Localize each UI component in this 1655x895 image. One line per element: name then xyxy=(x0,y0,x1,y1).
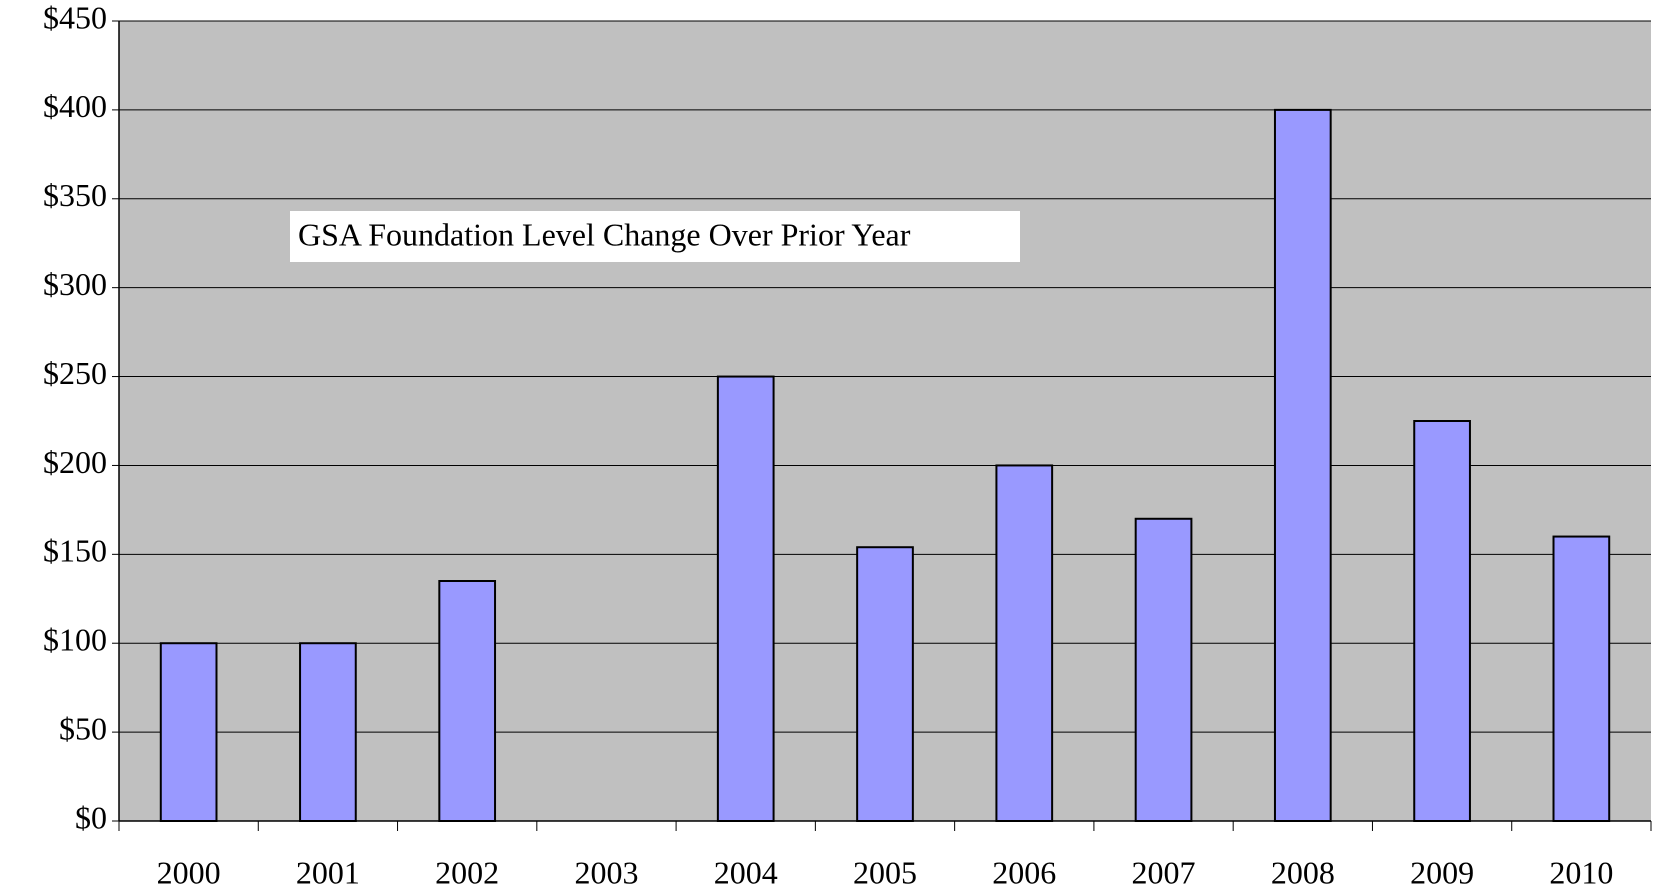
y-tick-label: $50 xyxy=(59,710,107,746)
x-tick-label: 2008 xyxy=(1271,854,1335,890)
bar xyxy=(1552,535,1611,822)
bar xyxy=(856,546,914,822)
bar xyxy=(995,464,1054,822)
y-tick-label: $300 xyxy=(43,266,107,302)
y-tick-label: $250 xyxy=(43,355,107,391)
bar xyxy=(716,375,775,822)
bar xyxy=(159,642,218,822)
y-tick-label: $450 xyxy=(43,0,107,35)
y-tick-label: $200 xyxy=(43,444,107,480)
y-tick-label: $350 xyxy=(43,177,107,213)
bar xyxy=(438,580,497,822)
y-tick-label: $100 xyxy=(43,622,107,658)
annotation-box xyxy=(290,211,1020,262)
x-tick-label: 2005 xyxy=(853,854,917,890)
x-tick-label: 2010 xyxy=(1549,854,1613,890)
x-tick-label: 2000 xyxy=(157,854,221,890)
bar xyxy=(1273,108,1332,822)
bar xyxy=(1134,517,1193,822)
x-tick-label: 2004 xyxy=(714,854,778,890)
y-tick-label: $400 xyxy=(43,88,107,124)
y-tick-label: $150 xyxy=(43,533,107,569)
bar xyxy=(299,642,357,822)
x-tick-label: 2007 xyxy=(1132,854,1196,890)
x-tick-label: 2003 xyxy=(574,854,638,890)
x-tick-label: 2006 xyxy=(992,854,1056,890)
bar xyxy=(1413,420,1471,822)
x-tick-label: 2009 xyxy=(1410,854,1474,890)
x-tick-label: 2001 xyxy=(296,854,360,890)
x-tick-label: 2002 xyxy=(435,854,499,890)
y-tick-label: $0 xyxy=(75,799,107,835)
annotation: GSA Foundation Level Change Over Prior Y… xyxy=(298,216,911,252)
